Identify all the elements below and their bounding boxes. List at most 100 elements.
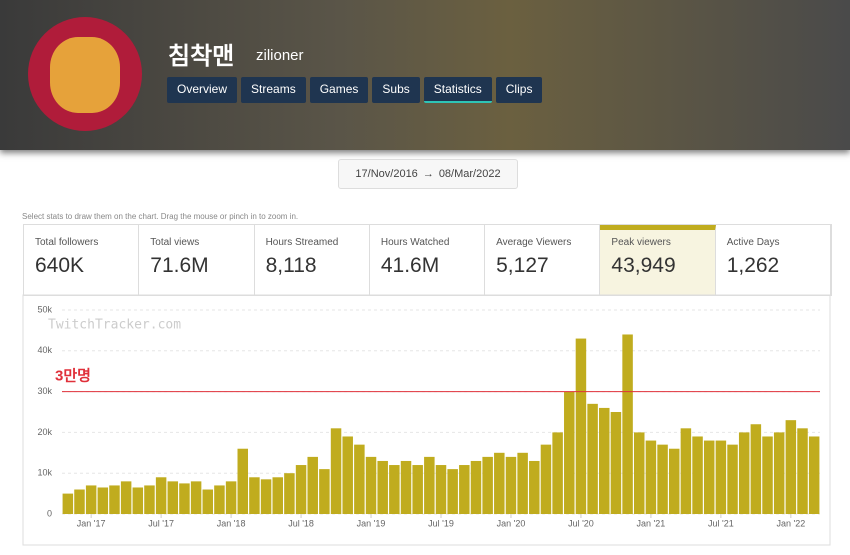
tab[interactable]: Subs [372,77,420,103]
bar [552,432,563,514]
tab[interactable]: Statistics [423,77,492,103]
x-tick-label: Jan '20 [497,518,526,528]
bar [132,487,144,514]
username: zilioner [256,47,304,64]
bar [435,465,447,514]
bar [785,420,797,514]
avatar [28,17,142,131]
channel-title: 침착맨 [168,43,235,70]
bar [120,481,132,514]
watermark: TwitchTracker.com [48,318,181,333]
bar [249,477,260,514]
x-tick-label: Jul '21 [708,518,734,528]
bar [330,428,342,514]
stat-card[interactable]: Total views 71.6M [139,225,255,295]
bar [284,473,295,514]
bar [144,485,155,514]
bar [295,465,307,514]
bar [459,465,470,514]
bar [354,444,365,514]
bar [447,469,458,514]
stat-label: Hours Watched [380,237,450,248]
bar [85,485,97,514]
bar [179,483,190,514]
stat-card[interactable]: Hours Watched 41.6M [370,225,486,295]
bar [412,465,423,514]
y-tick-label: 40k [37,345,52,355]
stat-label: Total views [150,237,200,248]
stat-card[interactable]: Active Days 1,262 [716,225,831,295]
bar [517,452,528,514]
stat-value: 43,949 [611,254,676,277]
stat-value: 71.6M [150,254,209,277]
stat-value: 41.6M [380,254,440,277]
bar [529,460,540,514]
stat-value: 8,118 [265,254,317,277]
bar [225,481,237,514]
x-tick-label: Jul '19 [428,518,454,528]
hint: Select stats to draw them on the chart. … [22,212,299,221]
bar [237,448,249,514]
reference-label: 3만명 [55,367,91,385]
tab[interactable]: Streams [241,77,306,103]
y-tick-label: 10k [37,468,52,478]
tab[interactable]: Overview [167,77,238,103]
x-tick-label: Jan '21 [637,518,666,528]
bar [657,444,668,514]
bar [342,436,353,514]
stat-card[interactable]: Hours Streamed 8,118 [255,225,370,295]
bar [808,436,820,514]
bar [190,481,202,514]
bar [540,444,552,514]
bar [773,432,785,514]
bar [645,440,657,514]
bar [377,460,388,514]
bar [214,485,225,514]
x-tick-label: Jan '22 [776,518,805,528]
stat-value: 1,262 [726,254,780,277]
bar [494,452,505,514]
stat-label: Hours Streamed [265,237,339,248]
x-tick-label: Jul '20 [568,518,594,528]
bar [505,456,517,514]
date-range[interactable]: 17/Nov/2016 → 08/Mar/2022 [338,159,518,189]
banner: 침착맨 zilioner Overview Streams Games Subs Sta… [0,0,850,150]
bar [703,440,715,514]
x-tick-label: Jan '17 [77,518,106,528]
stat-value: 5,127 [496,254,549,277]
y-tick-label: 30k [37,386,52,396]
date-start: 17/Nov/2016 [355,168,418,180]
bar [750,424,762,514]
bar [797,428,808,514]
stat-value: 640K [35,254,85,277]
bar [167,481,179,514]
date-arrow: → [422,168,434,180]
stat-label: Peak viewers [611,237,671,248]
y-tick-label: 0 [47,508,52,518]
tab[interactable]: Clips [495,77,543,103]
bar [668,448,680,514]
tabs: Overview Streams Games Subs Statistics Clips [167,77,543,103]
x-tick-label: Jan '19 [357,518,386,528]
stat-card[interactable]: Average Viewers 5,127 [485,225,601,295]
bar [587,403,598,514]
bar [622,334,633,514]
bar [470,460,482,514]
stat-card[interactable]: Peak viewers 43,949 [600,225,716,295]
bar [564,391,575,514]
bar [260,479,272,514]
bar [599,407,610,514]
stat-label: Total followers [35,237,99,248]
bar [692,436,703,514]
stats: Total followers 640K Total views 71.6M Hours… [23,224,832,296]
bar [633,432,645,514]
stat-card[interactable]: Total followers 640K [24,225,140,295]
bar [575,338,587,514]
chart-frame [22,294,831,546]
tab[interactable]: Games [309,77,369,103]
y-tick-label: 20k [37,427,52,437]
bar [319,469,330,514]
bar [62,493,74,514]
